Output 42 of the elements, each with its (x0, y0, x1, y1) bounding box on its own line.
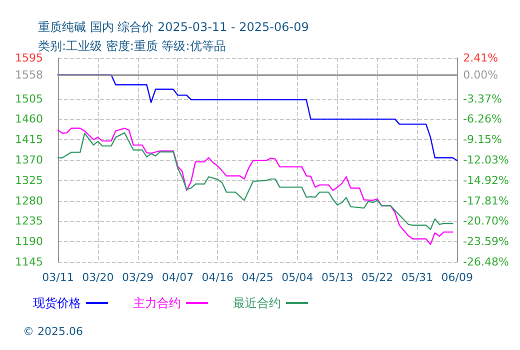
legend-label: 现货价格 (33, 296, 81, 310)
y-tick-label: 1235 (15, 214, 43, 228)
x-tick-label: 05/13 (322, 271, 354, 284)
y2-tick-label: 2.41% (463, 52, 498, 64)
x-tick-label: 05/31 (401, 271, 434, 284)
line-series (57, 128, 454, 245)
y2-tick-label: -12.03% (463, 153, 510, 166)
y-tick-label: 1505 (15, 92, 43, 106)
y2-tick-label: -26.48% (463, 256, 510, 268)
chart-title: 重质纯碱 国内 综合价 2025-03-11 - 2025-06-09 (38, 20, 309, 34)
x-tick-label: 04/16 (202, 271, 234, 284)
x-tick-label: 05/22 (361, 271, 394, 284)
y-tick-label: 1460 (15, 112, 43, 126)
x-tick-label: 06/09 (441, 271, 473, 284)
chart-subtitle: 类别:工业级 密度:重质 等级:优等品 (38, 39, 226, 53)
y2-tick-label: -17.81% (463, 194, 510, 208)
y2-tick-label: -3.37% (463, 92, 502, 106)
legend-label: 主力合约 (133, 296, 181, 310)
x-tick-label: 03/11 (42, 271, 74, 284)
y-tick-label: 1280 (15, 194, 43, 208)
y2-tick-label: -14.92% (463, 174, 510, 187)
legend-label: 最近合约 (233, 296, 281, 310)
y-tick-label: 1558 (15, 68, 43, 82)
line-series (57, 74, 458, 162)
line-series (57, 132, 454, 230)
y2-tick-label: -9.15% (463, 133, 502, 146)
x-tick-label: 03/20 (82, 271, 114, 284)
x-tick-label: 05/04 (282, 271, 314, 284)
y-tick-label: 1370 (15, 154, 43, 166)
y2-tick-label: -23.59% (463, 235, 510, 248)
y2-tick-label: -20.70% (463, 214, 510, 228)
y-tick-label: 1595 (15, 52, 43, 64)
x-tick-label: 03/29 (122, 271, 154, 284)
y-tick-label: 1190 (15, 235, 43, 248)
y2-tick-label: -6.26% (463, 112, 502, 126)
y-tick-label: 1415 (15, 133, 43, 146)
y-tick-label: 1145 (15, 256, 43, 268)
x-tick-label: 04/25 (242, 271, 274, 284)
x-tick-label: 04/07 (162, 271, 194, 284)
y2-tick-label: 0.00% (463, 68, 498, 82)
text: © 2025.06 (23, 325, 83, 338)
y-tick-label: 1325 (15, 174, 43, 187)
